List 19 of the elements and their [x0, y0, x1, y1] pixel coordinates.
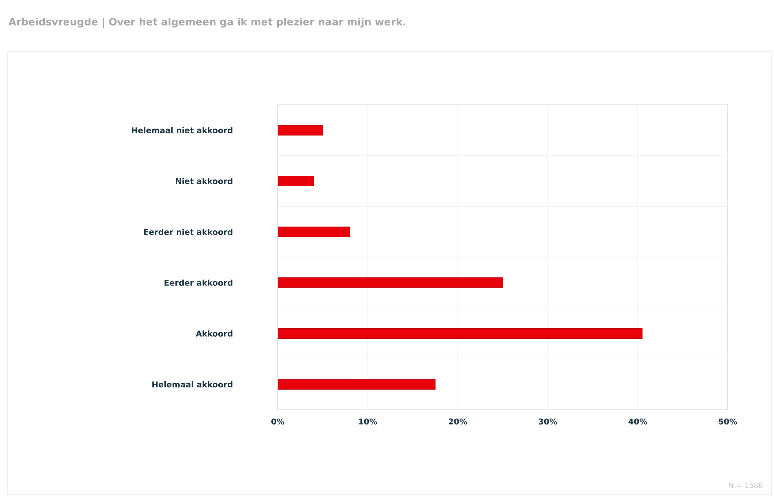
bar: [278, 328, 643, 340]
chart-title: Arbeidsvreugde | Over het algemeen ga ik met plezier naar mijn werk.: [8, 18, 406, 28]
x-tick-label: 40%: [628, 418, 648, 425]
bar: [278, 176, 314, 187]
y-tick-label: Eerder akkoord: [164, 280, 233, 286]
bar: [278, 379, 436, 390]
x-tick-label: 20%: [449, 418, 468, 425]
y-tick-label: Akkoord: [196, 330, 233, 337]
y-tick-label: Helemaal akkoord: [152, 381, 233, 388]
bar: [278, 125, 324, 136]
y-tick-label: Helemaal niet akkoord: [132, 127, 233, 134]
x-tick-label: 0%: [272, 418, 285, 425]
x-tick-label: 10%: [359, 418, 378, 425]
x-tick-label: 50%: [719, 418, 738, 425]
y-tick-label: Niet akkoord: [176, 178, 233, 184]
y-tick-label: Eerder niet akkoord: [144, 228, 233, 236]
bar: [278, 226, 350, 238]
bar: [278, 278, 504, 288]
x-tick-label: 30%: [538, 418, 558, 425]
